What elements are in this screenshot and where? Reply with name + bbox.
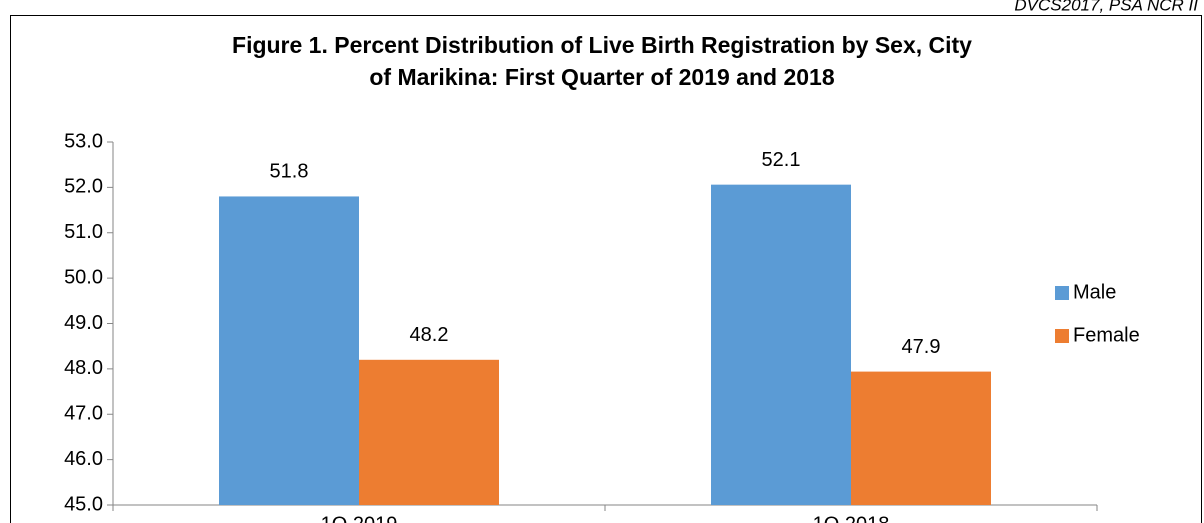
x-tick-label: 1Q 2019 (321, 513, 398, 523)
y-tick-label: 48.0 (64, 357, 103, 379)
value-label: 48.2 (410, 324, 449, 346)
y-tick-label: 47.0 (64, 403, 103, 425)
y-tick-label: 46.0 (64, 448, 103, 470)
x-tick-label: 1Q 2018 (813, 513, 890, 523)
legend-label: Female (1073, 324, 1140, 346)
legend-swatch (1055, 286, 1069, 300)
chart-title: Figure 1. Percent Distribution of Live B… (232, 32, 972, 58)
y-tick-label: 50.0 (64, 266, 103, 288)
legend-swatch (1055, 329, 1069, 343)
y-tick-label: 51.0 (64, 221, 103, 243)
bar (219, 196, 359, 505)
bar (359, 359, 499, 505)
y-tick-label: 49.0 (64, 312, 103, 334)
bar (711, 184, 851, 505)
y-tick-label: 52.0 (64, 176, 103, 198)
chart-title: of Marikina: First Quarter of 2019 and 2… (369, 64, 834, 90)
chart-border (10, 15, 1202, 523)
value-label: 52.1 (762, 149, 801, 171)
value-label: 47.9 (902, 336, 941, 358)
bar (851, 371, 991, 505)
value-label: 51.8 (270, 161, 309, 183)
y-tick-label: 53.0 (64, 130, 103, 152)
source-note: DVCS2017, PSA NCR II (1014, 0, 1198, 14)
legend-label: Male (1073, 281, 1116, 303)
y-tick-label: 45.0 (64, 493, 103, 515)
